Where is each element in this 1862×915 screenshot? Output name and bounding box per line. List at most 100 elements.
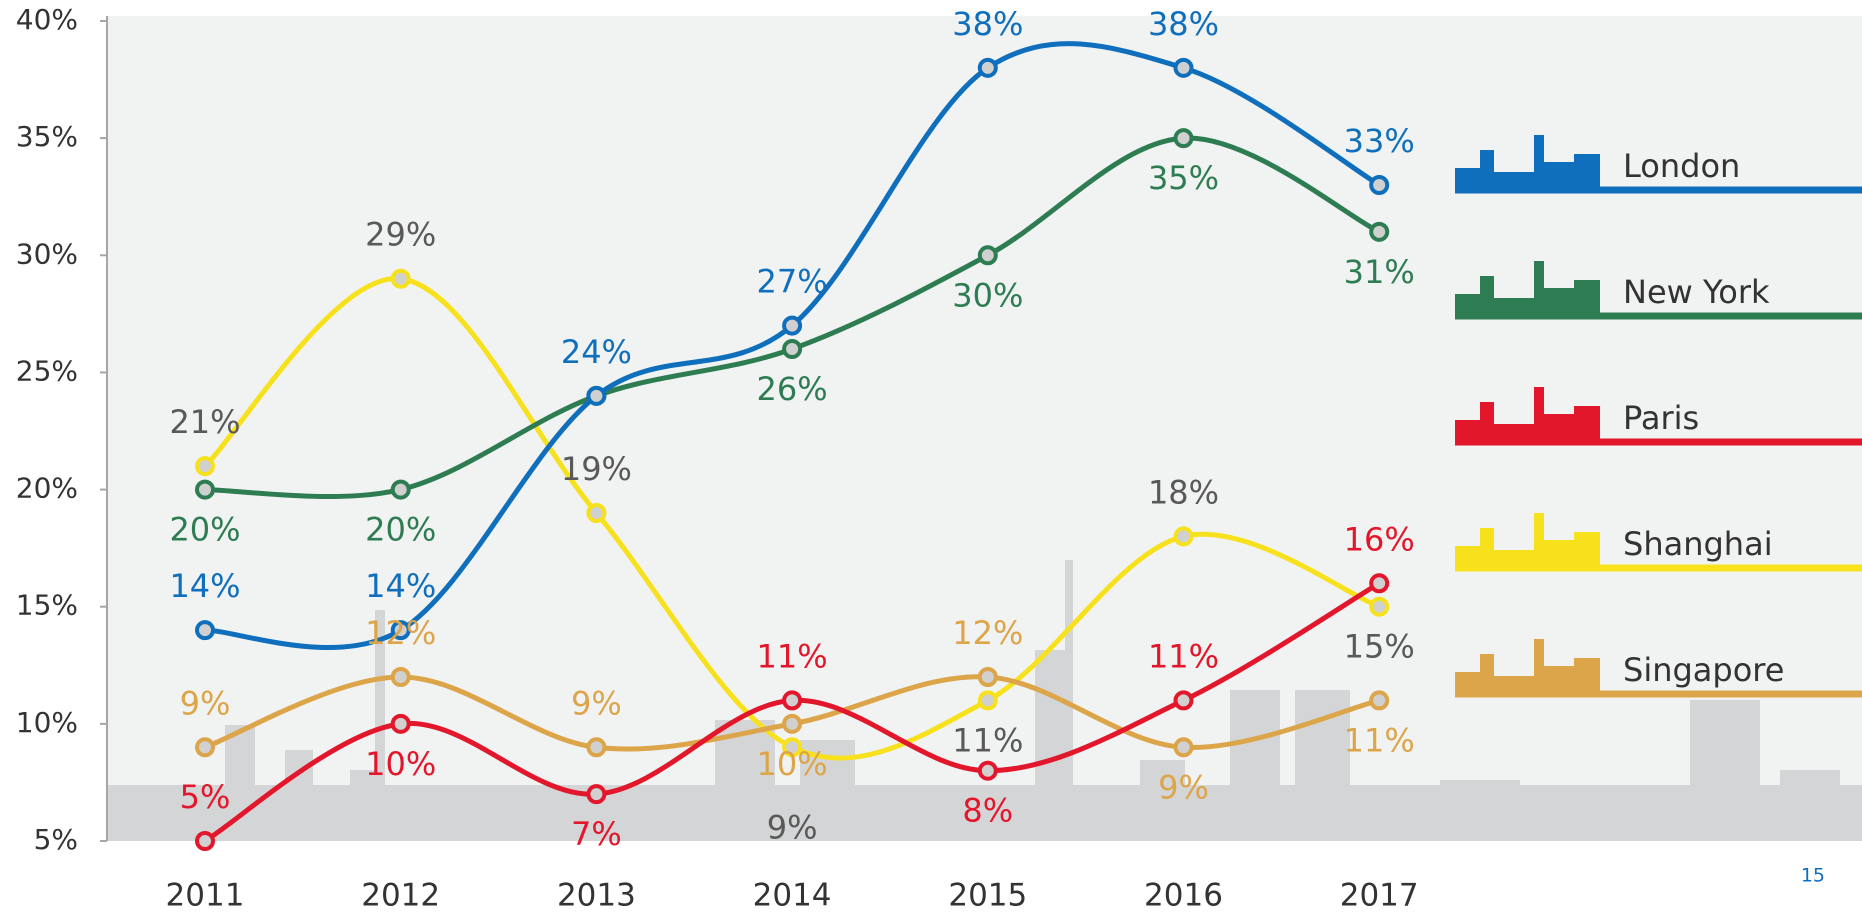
icon-part [1534, 135, 1544, 190]
icon-part [1534, 639, 1544, 694]
data-label: 9% [767, 808, 818, 846]
icon-part [1534, 261, 1544, 316]
icon-part [1574, 280, 1600, 316]
data-point [1173, 57, 1194, 78]
icon-part [1480, 150, 1494, 190]
icon-part [1574, 532, 1600, 568]
legend-icon [1455, 261, 1600, 316]
data-label: 8% [962, 792, 1013, 830]
icon-part [1544, 162, 1574, 190]
data-label: 20% [169, 511, 240, 549]
data-point [1369, 221, 1390, 242]
data-point [1369, 690, 1390, 711]
data-point [390, 268, 411, 289]
data-label: 11% [757, 637, 828, 675]
data-label: 10% [365, 745, 436, 783]
data-label: 24% [561, 333, 632, 371]
data-label: 14% [169, 567, 240, 605]
icon-part [1494, 298, 1534, 316]
data-point [390, 620, 411, 641]
data-label: 20% [365, 511, 436, 549]
icon-part [1455, 546, 1485, 568]
x-tick-label: 2017 [1340, 878, 1419, 914]
data-label: 7% [571, 815, 622, 853]
data-label: 11% [952, 721, 1023, 759]
x-tick-label: 2016 [1144, 878, 1223, 914]
data-label: 21% [169, 403, 240, 441]
data-label: 11% [1344, 721, 1415, 759]
data-point [782, 690, 803, 711]
data-point [390, 667, 411, 687]
data-point [782, 737, 803, 758]
data-point [586, 385, 607, 406]
legend-icon [1455, 135, 1600, 190]
data-point [977, 690, 998, 711]
icon-part [1544, 540, 1574, 568]
icon-part [1534, 387, 1544, 442]
x-tick-label: 2015 [948, 878, 1027, 914]
x-tick-label: 2014 [753, 878, 832, 914]
data-point [1369, 596, 1390, 617]
data-label: 30% [952, 276, 1023, 314]
data-point [195, 620, 215, 641]
data-label: 38% [952, 5, 1023, 43]
legend-icon [1455, 513, 1600, 568]
icon-part [1574, 658, 1600, 694]
data-point [1369, 573, 1390, 594]
x-tick-label: 2013 [557, 878, 636, 914]
y-tick-label: 15% [16, 589, 78, 622]
data-label: 38% [1148, 5, 1219, 43]
data-label: 16% [1344, 520, 1415, 558]
data-label: 19% [561, 450, 632, 488]
data-point [977, 57, 998, 78]
data-label: 5% [180, 778, 231, 816]
y-tick-label: 25% [16, 354, 78, 387]
data-label: 27% [757, 263, 828, 301]
icon-part [1480, 528, 1494, 568]
icon-part [1455, 672, 1485, 694]
data-point [1173, 526, 1194, 547]
x-tick-label: 2011 [166, 878, 245, 914]
data-label: 10% [757, 745, 828, 783]
data-point [1173, 690, 1194, 711]
data-label: 9% [180, 684, 231, 722]
icon-part [1455, 168, 1485, 190]
icon-part [1574, 406, 1600, 442]
data-point [195, 737, 215, 758]
data-label: 33% [1344, 122, 1415, 160]
data-point [586, 737, 607, 758]
icon-part [1480, 276, 1494, 316]
icon-part [1544, 288, 1574, 316]
icon-part [1534, 513, 1544, 568]
data-point [586, 503, 607, 523]
data-point [195, 479, 215, 500]
legend-label: New York [1623, 273, 1770, 311]
data-point [1369, 175, 1390, 195]
data-label: 11% [1148, 637, 1219, 675]
data-point [195, 831, 215, 851]
data-label: 9% [1158, 768, 1209, 806]
data-point [782, 713, 803, 734]
data-point [586, 784, 607, 805]
icon-part [1455, 420, 1485, 442]
x-tick-label: 2012 [361, 878, 440, 914]
icon-part [1544, 414, 1574, 442]
data-label: 12% [365, 614, 436, 652]
data-label: 29% [365, 216, 436, 254]
icon-part [1494, 676, 1534, 694]
legend-label: London [1623, 147, 1740, 185]
legend-icon [1455, 639, 1600, 694]
icon-part [1494, 550, 1534, 568]
y-tick-label: 40% [16, 3, 78, 36]
data-point [390, 713, 411, 734]
data-point [1173, 128, 1194, 149]
page-number: 15 [1801, 865, 1825, 887]
icon-part [1455, 294, 1485, 316]
data-point [977, 760, 998, 781]
legend-label: Shanghai [1623, 525, 1773, 563]
data-label: 35% [1148, 159, 1219, 197]
icon-part [1544, 666, 1574, 694]
icon-part [1494, 172, 1534, 190]
data-label: 14% [365, 567, 436, 605]
